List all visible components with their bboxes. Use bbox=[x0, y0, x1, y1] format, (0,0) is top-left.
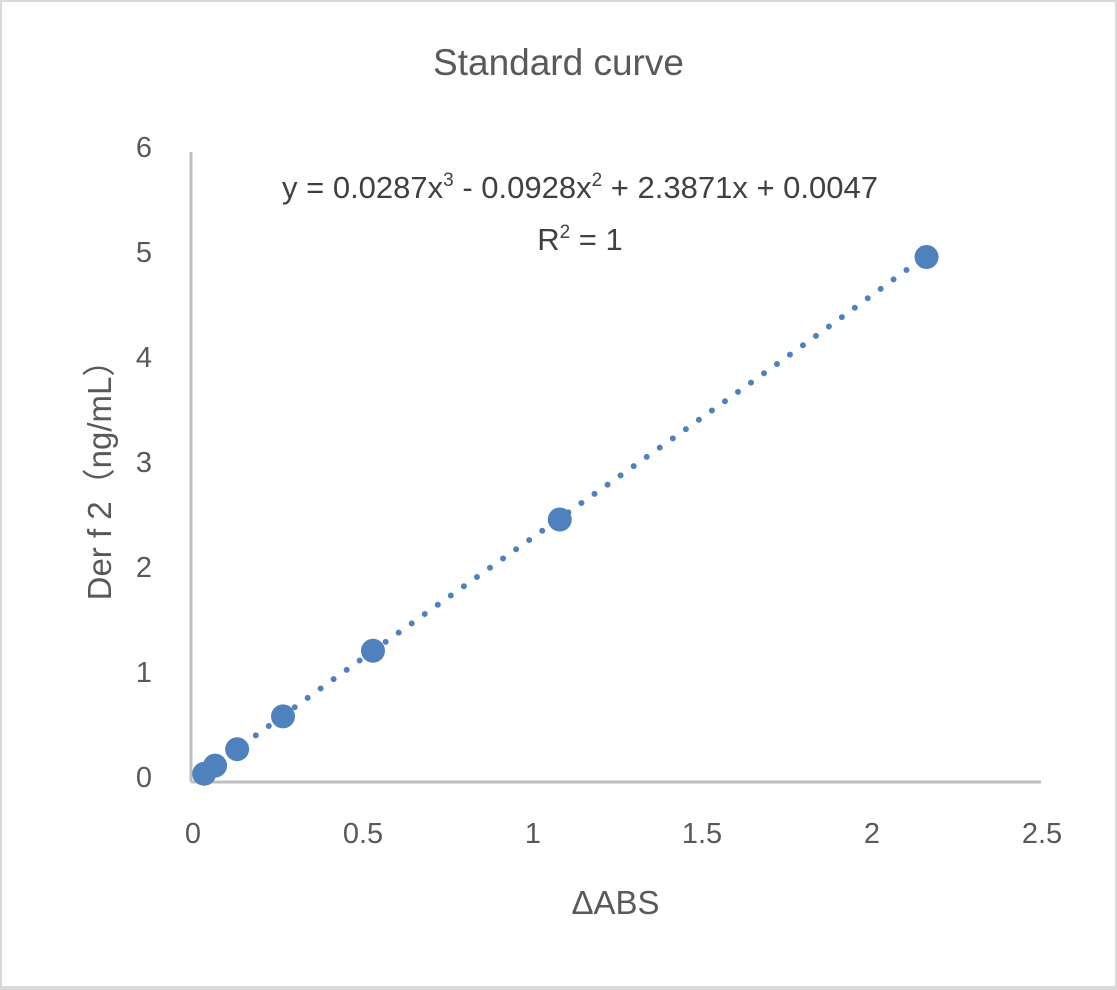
x-tick-1: 1 bbox=[524, 818, 542, 850]
data-point bbox=[203, 753, 228, 778]
x-axis-title: ΔABS bbox=[571, 884, 660, 921]
x-tick-0-5: 0.5 bbox=[342, 818, 384, 850]
y-tick-0: 0 bbox=[135, 762, 152, 794]
data-point bbox=[360, 638, 385, 663]
chart-title: Standard curve bbox=[433, 42, 684, 83]
data-series bbox=[192, 245, 939, 786]
y-tick-6: 6 bbox=[135, 132, 152, 164]
y-tick-2: 2 bbox=[135, 552, 152, 584]
y-tick-4: 4 bbox=[135, 342, 152, 374]
data-point bbox=[914, 245, 939, 269]
x-tick-1-5: 1.5 bbox=[681, 818, 723, 850]
data-point bbox=[270, 704, 295, 729]
r-squared-label: R2 = 1 bbox=[537, 222, 623, 257]
trendline-equation: y = 0.0287x3 - 0.0928x2 + 2.3871x + 0.00… bbox=[282, 170, 878, 205]
x-tick-2-5: 2.5 bbox=[1021, 818, 1063, 850]
y-tick-5: 5 bbox=[135, 237, 152, 269]
y-tick-1: 1 bbox=[135, 657, 152, 689]
y-tick-3: 3 bbox=[135, 447, 152, 479]
data-point bbox=[547, 507, 572, 532]
x-tick-2: 2 bbox=[863, 818, 881, 850]
data-point bbox=[225, 737, 250, 762]
x-tick-0: 0 bbox=[184, 818, 202, 850]
